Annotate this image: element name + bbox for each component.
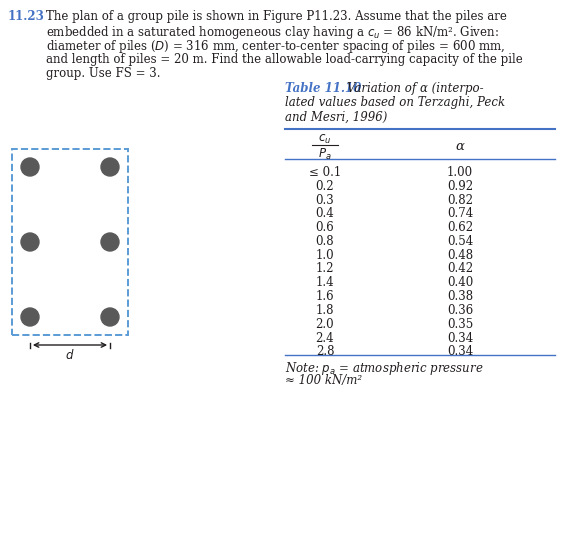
Text: 0.82: 0.82	[447, 193, 473, 207]
Circle shape	[21, 308, 39, 326]
Circle shape	[21, 158, 39, 176]
Text: The plan of a group pile is shown in Figure P11.23. Assume that the piles are: The plan of a group pile is shown in Fig…	[46, 10, 507, 23]
Text: 1.4: 1.4	[316, 277, 335, 289]
Text: embedded in a saturated homogeneous clay having a $c_u$ = 86 kN/m². Given:: embedded in a saturated homogeneous clay…	[46, 24, 499, 41]
Text: $d$: $d$	[65, 348, 75, 362]
Text: group. Use FS = 3.: group. Use FS = 3.	[46, 67, 161, 80]
Text: Note: $p_a$ = atmospheric pressure: Note: $p_a$ = atmospheric pressure	[285, 360, 483, 377]
Text: 1.8: 1.8	[316, 304, 334, 317]
Text: 0.38: 0.38	[447, 290, 473, 303]
Text: 2.8: 2.8	[316, 345, 334, 358]
Text: 0.34: 0.34	[447, 345, 473, 358]
Text: $P_a$: $P_a$	[318, 147, 332, 162]
Text: 1.00: 1.00	[447, 166, 473, 179]
Text: 1.6: 1.6	[316, 290, 335, 303]
Text: 0.62: 0.62	[447, 221, 473, 234]
Text: 1.0: 1.0	[316, 249, 335, 262]
Text: 0.48: 0.48	[447, 249, 473, 262]
Circle shape	[101, 308, 119, 326]
Bar	[12, 149, 128, 335]
Text: and Mesri, 1996): and Mesri, 1996)	[285, 111, 387, 124]
Circle shape	[21, 233, 39, 251]
Circle shape	[101, 233, 119, 251]
Text: $c_u$: $c_u$	[318, 133, 332, 146]
Text: and length of piles = 20 m. Find the allowable load-carrying capacity of the pil: and length of piles = 20 m. Find the all…	[46, 53, 523, 66]
Text: 0.6: 0.6	[316, 221, 335, 234]
Text: 0.8: 0.8	[316, 235, 335, 248]
Text: 1.2: 1.2	[316, 263, 334, 275]
Text: diameter of piles ($D$) = 316 mm, center-to-center spacing of piles = 600 mm,: diameter of piles ($D$) = 316 mm, center…	[46, 39, 506, 55]
Text: 2.4: 2.4	[316, 331, 335, 345]
Text: 0.92: 0.92	[447, 180, 473, 193]
Text: 0.3: 0.3	[316, 193, 335, 207]
Text: 0.42: 0.42	[447, 263, 473, 275]
Circle shape	[101, 158, 119, 176]
Text: 0.35: 0.35	[447, 318, 473, 331]
Text: 0.40: 0.40	[447, 277, 473, 289]
Text: 0.4: 0.4	[316, 207, 335, 220]
Text: 11.23: 11.23	[8, 10, 45, 23]
Text: Table 11.10: Table 11.10	[285, 82, 361, 95]
Text: α: α	[456, 140, 465, 153]
Text: 0.2: 0.2	[316, 180, 335, 193]
Text: ≤ 0.1: ≤ 0.1	[309, 166, 341, 179]
Text: 0.34: 0.34	[447, 331, 473, 345]
Text: 0.54: 0.54	[447, 235, 473, 248]
Text: Variation of α (interpo-: Variation of α (interpo-	[347, 82, 483, 95]
Text: lated values based on Terzaghi, Peck: lated values based on Terzaghi, Peck	[285, 96, 505, 109]
Text: ≈ 100 kN/m²: ≈ 100 kN/m²	[285, 374, 362, 387]
Text: 0.74: 0.74	[447, 207, 473, 220]
Text: 0.36: 0.36	[447, 304, 473, 317]
Text: 2.0: 2.0	[316, 318, 335, 331]
